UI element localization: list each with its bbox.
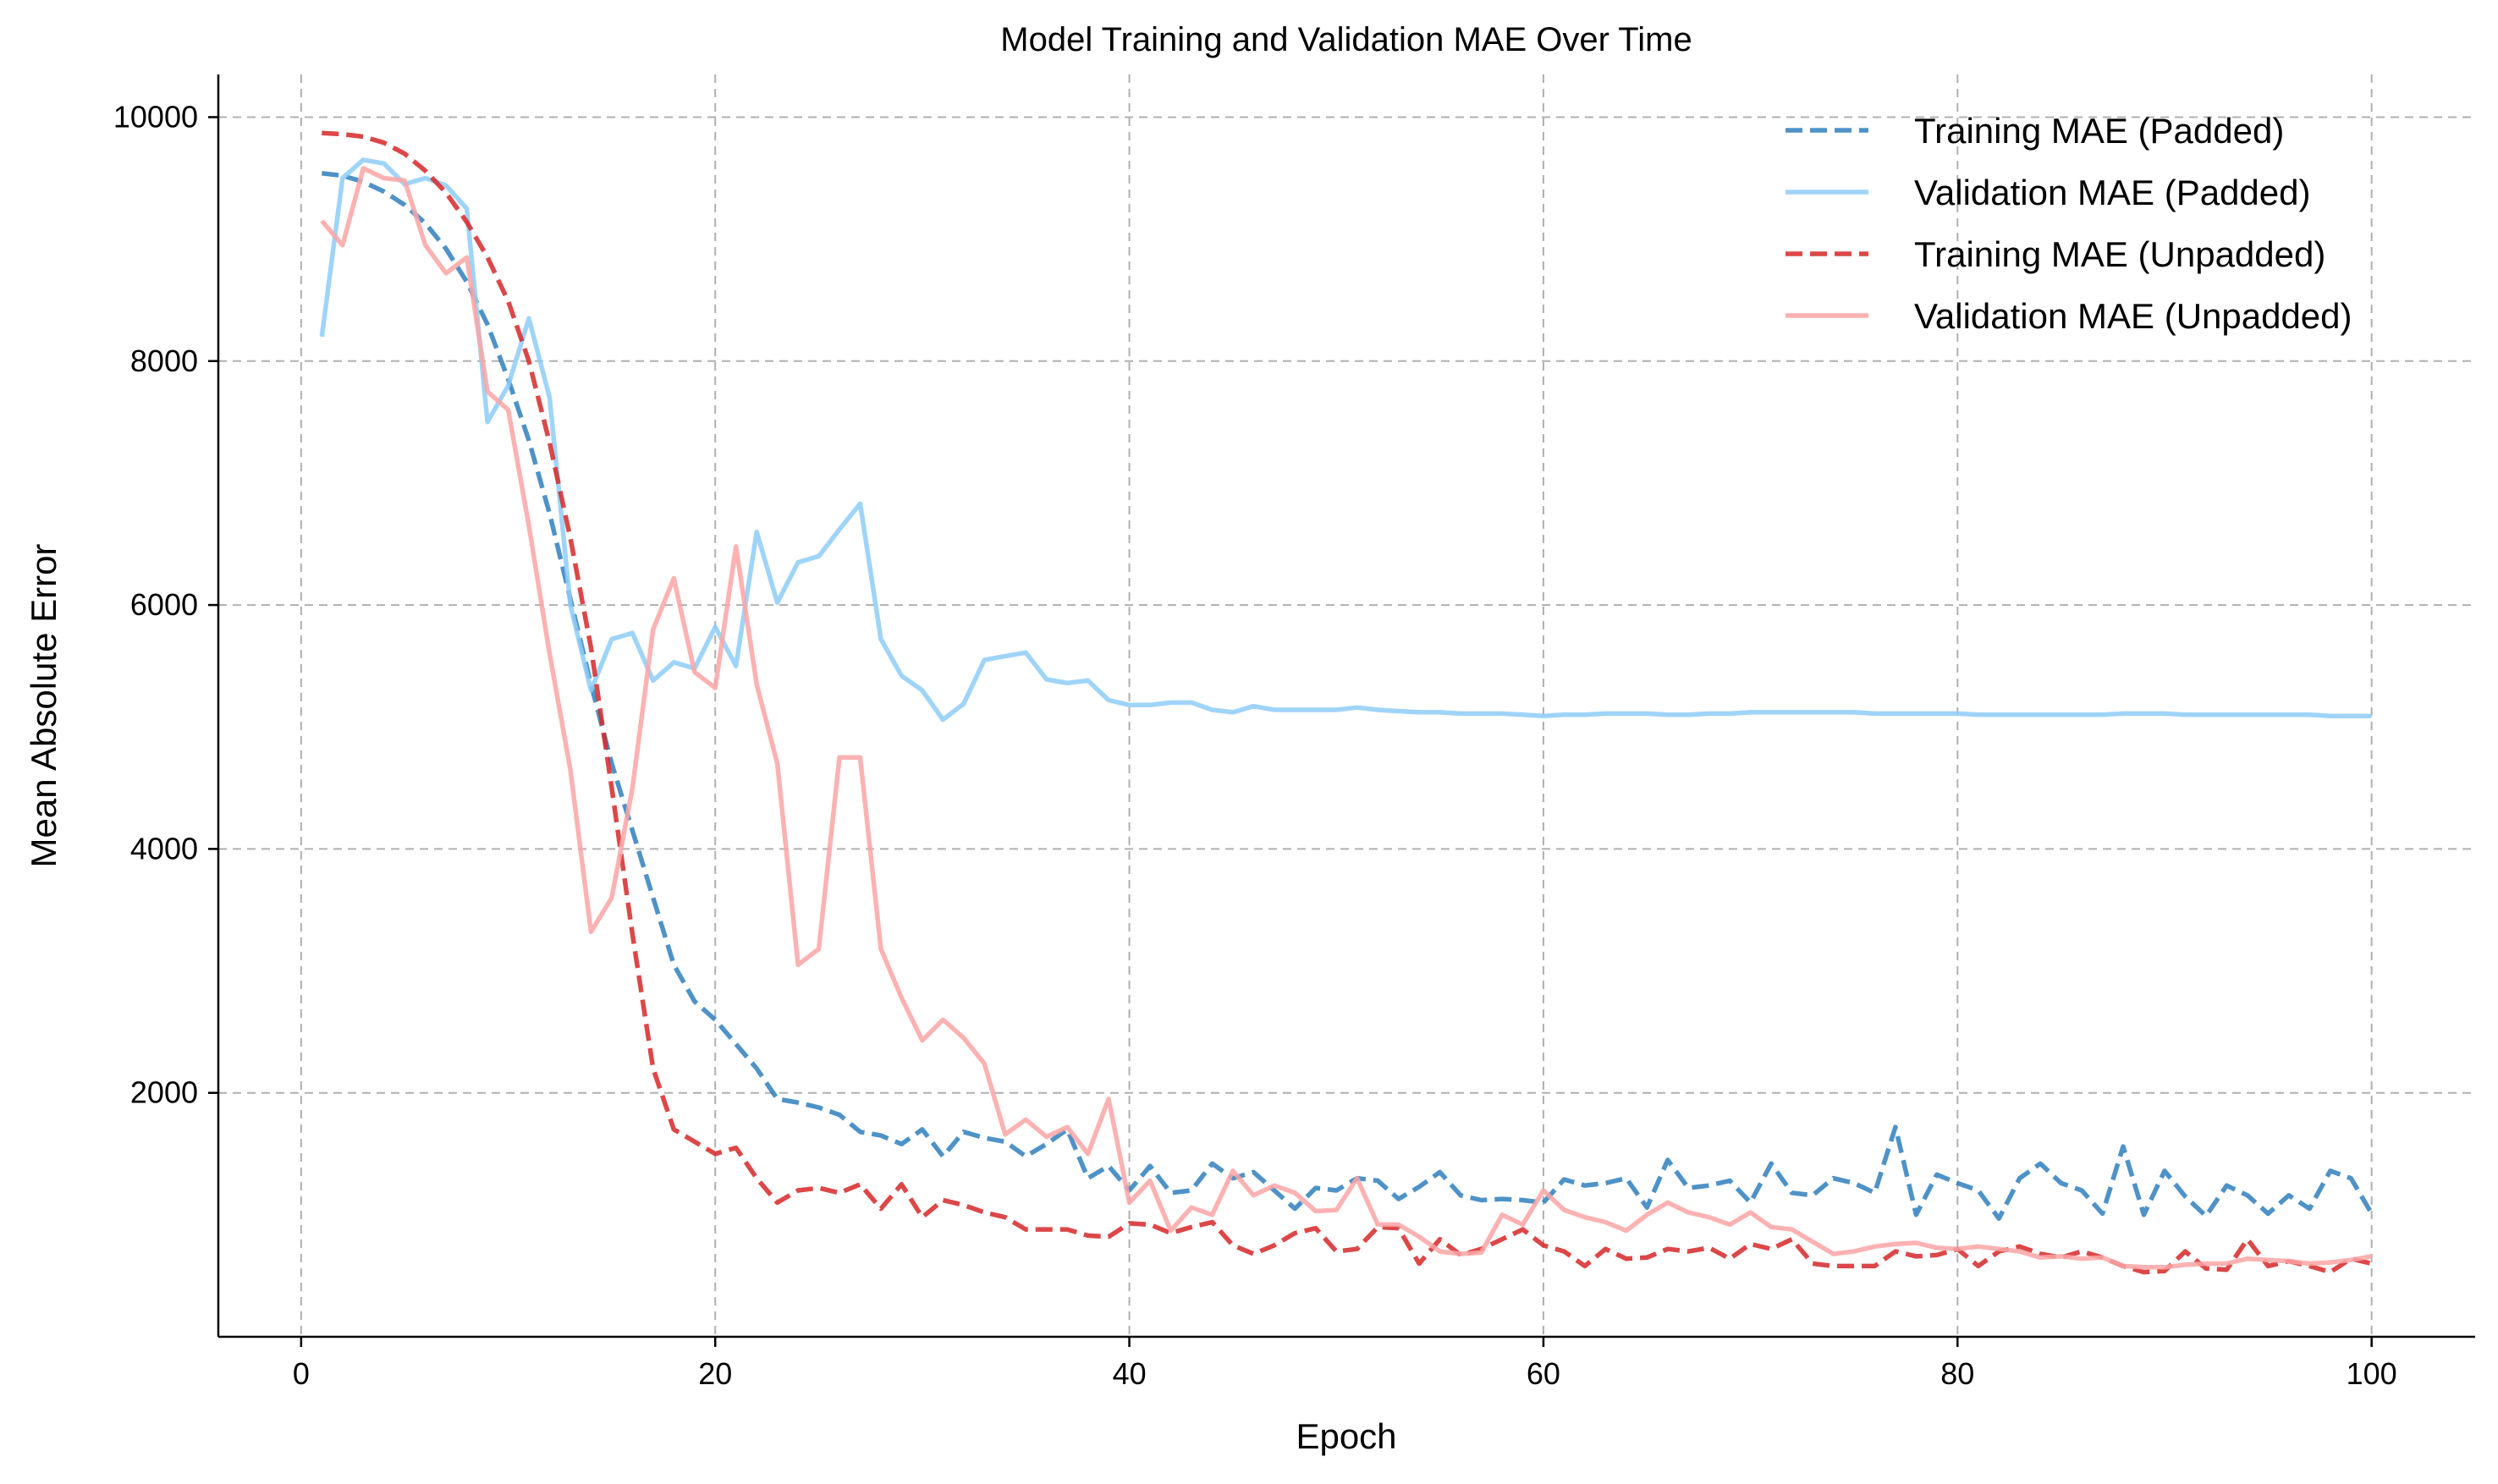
x-tick-label: 40 (1113, 1356, 1147, 1391)
y-tick-label: 2000 (130, 1075, 198, 1110)
series-line-validation-mae-unpadded (320, 166, 2373, 1270)
legend: Training MAE (Padded) Validation MAE (Pad… (1785, 111, 2352, 336)
y-axis-label: Mean Absolute Error (24, 544, 63, 868)
x-tick-label: 60 (1527, 1356, 1560, 1391)
y-tick-label: 10000 (113, 99, 198, 134)
series-line-training-mae-unpadded (322, 130, 2373, 1275)
x-ticks: 0 20 40 60 80 100 (293, 1337, 2397, 1391)
x-tick-label: 0 (293, 1356, 310, 1391)
legend-label-validation-mae-unpadded: Validation MAE (Unpadded) (1914, 296, 2352, 336)
y-ticks: 2000 4000 6000 8000 10000 (113, 99, 218, 1110)
legend-label-training-mae-padded: Training MAE (Padded) (1914, 111, 2284, 151)
series-line-training-mae-padded (321, 171, 2374, 1221)
gridlines (218, 74, 2475, 1337)
y-tick-label: 4000 (130, 831, 198, 866)
x-tick-label: 20 (698, 1356, 732, 1391)
plot-lines (319, 130, 2374, 1275)
y-tick-label: 8000 (130, 344, 198, 378)
legend-label-validation-mae-padded: Validation MAE (Padded) (1914, 173, 2310, 212)
legend-label-training-mae-unpadded: Training MAE (Unpadded) (1914, 234, 2325, 274)
x-axis-label: Epoch (1296, 1416, 1396, 1456)
x-tick-label: 100 (2347, 1356, 2397, 1391)
axes (217, 74, 2475, 1338)
series-line-validation-mae-padded (319, 157, 2372, 723)
y-tick-label: 6000 (130, 587, 198, 622)
chart-title: Model Training and Validation MAE Over T… (1000, 21, 1692, 58)
x-tick-label: 80 (1940, 1356, 1974, 1391)
